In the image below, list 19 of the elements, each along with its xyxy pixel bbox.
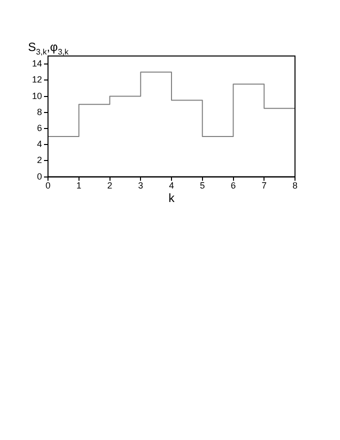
x-tick-label: 3 xyxy=(138,180,144,191)
y-tick-label: 14 xyxy=(32,58,42,69)
x-tick-label: 1 xyxy=(76,180,82,191)
x-tick-label: 0 xyxy=(46,180,51,191)
x-tick-label: 2 xyxy=(107,180,112,191)
y-tick-label: 10 xyxy=(32,90,42,101)
x-tick-label: 7 xyxy=(262,180,267,191)
y-tick-label: 12 xyxy=(32,74,42,85)
x-tick-label: 8 xyxy=(292,180,298,191)
y-axis-title: S$_{3,k}$,φ$_{3,k}$ xyxy=(28,40,68,56)
x-tick-label: 4 xyxy=(169,180,174,191)
y-tick-label: 2 xyxy=(36,155,42,166)
y-tick-label: 4 xyxy=(36,139,42,150)
y-tick-label: 0 xyxy=(36,171,42,182)
x-axis-title: k xyxy=(168,191,176,206)
x-tick-label: 6 xyxy=(230,180,236,191)
y-tick-label: 8 xyxy=(36,106,42,117)
x-tick-label: 5 xyxy=(200,180,205,191)
y-tick-label: 6 xyxy=(36,122,42,133)
